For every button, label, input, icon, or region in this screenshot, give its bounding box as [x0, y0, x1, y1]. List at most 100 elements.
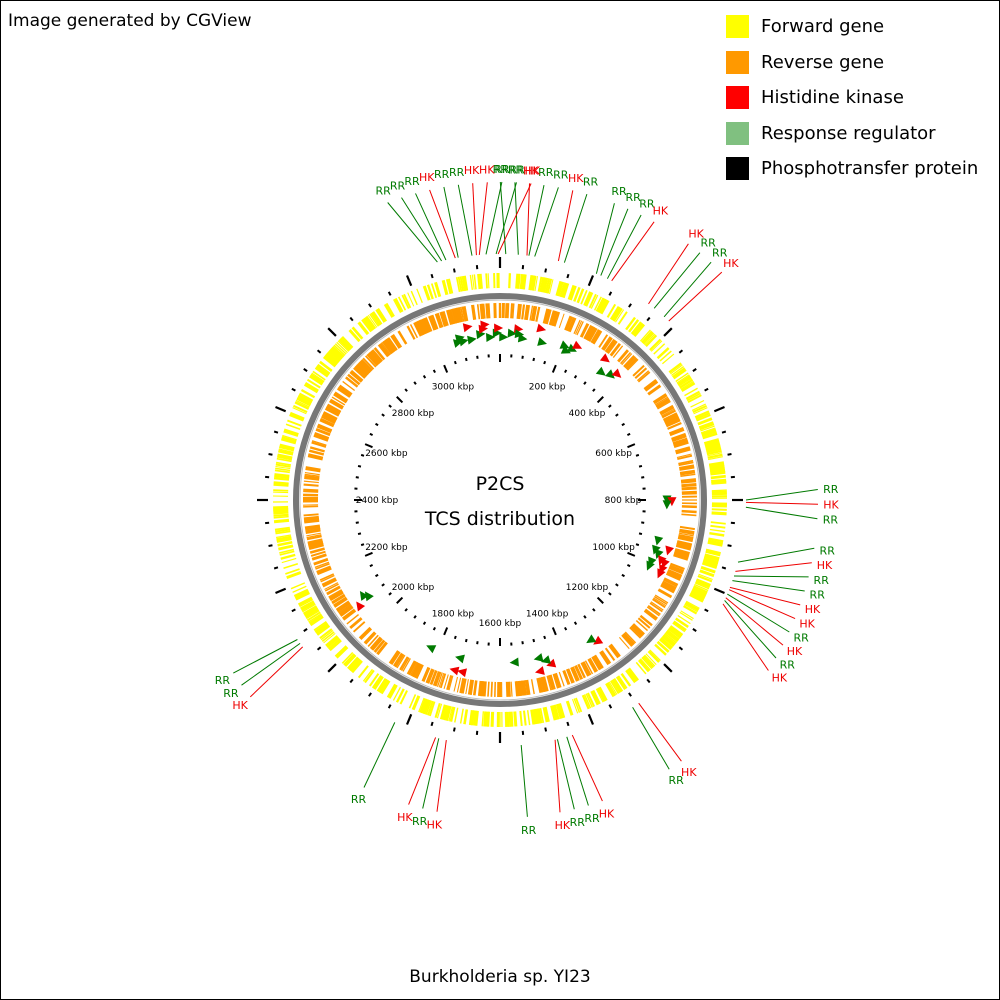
callout-line — [249, 646, 304, 698]
forward-gene-mark — [316, 363, 331, 375]
reverse-gene-mark — [643, 378, 658, 391]
forward-gene-mark — [626, 668, 638, 682]
reverse-gene-mark — [510, 681, 513, 697]
forward-gene-mark — [290, 582, 306, 590]
reverse-gene-mark — [558, 671, 565, 687]
reverse-gene-mark — [352, 621, 366, 633]
forward-gene-mark — [395, 688, 405, 703]
forward-gene-mark — [660, 637, 674, 648]
callout-line — [557, 190, 574, 262]
reverse-gene-mark — [373, 347, 386, 361]
forward-gene-mark — [628, 667, 640, 681]
forward-gene-mark — [613, 308, 623, 322]
callout-line — [722, 603, 769, 671]
inner-tick — [443, 627, 449, 636]
forward-gene-mark — [274, 526, 290, 531]
reverse-gene-mark — [516, 303, 520, 319]
legend-item-reverse-gene: Reverse gene — [726, 45, 978, 81]
outer-tick — [628, 303, 632, 308]
forward-gene-mark — [273, 477, 290, 481]
inner-tick — [583, 381, 587, 385]
forward-gene-mark — [459, 276, 465, 292]
forward-gene-mark — [662, 353, 675, 365]
forward-gene-mark — [280, 438, 296, 445]
inner-tick-ring — [354, 354, 646, 646]
forward-gene-mark — [297, 395, 312, 406]
forward-gene-mark — [709, 465, 725, 470]
tick-label: 200 kbp — [529, 382, 566, 392]
forward-gene-mark — [647, 650, 661, 663]
response-regulator-arrow — [517, 333, 528, 343]
callout-line — [611, 221, 655, 282]
reverse-gene-mark — [303, 483, 319, 487]
inner-tick — [532, 357, 536, 362]
outer-tick — [275, 405, 287, 413]
inner-tick — [404, 388, 408, 392]
forward-gene-mark — [357, 665, 369, 679]
reverse-gene-mark — [607, 341, 618, 355]
reverse-gene-mark — [644, 380, 659, 392]
reverse-gene-mark — [678, 534, 694, 539]
reverse-gene-mark — [422, 318, 430, 333]
outer-tick — [544, 268, 548, 273]
reverse-gene-mark — [461, 678, 467, 694]
reverse-gene-mark — [473, 680, 478, 696]
reverse-gene-mark — [511, 303, 515, 319]
reverse-gene-mark — [306, 534, 322, 539]
histidine-kinase-arrow — [611, 368, 622, 378]
inner-tick — [432, 369, 436, 374]
forward-gene-mark — [323, 633, 336, 644]
reverse-gene-mark — [387, 337, 398, 351]
forward-gene-mark — [327, 350, 341, 362]
forward-gene-mark — [667, 628, 681, 639]
inner-tick — [592, 388, 596, 392]
forward-gene-mark — [461, 275, 467, 292]
rr-label: RR — [553, 169, 569, 182]
reverse-gene-mark — [663, 413, 679, 424]
reverse-gene-mark — [678, 535, 694, 541]
reverse-gene-mark — [314, 561, 330, 569]
rr-label: RR — [793, 631, 809, 644]
tick-label: 2400 kbp — [356, 496, 399, 506]
reverse-gene-mark — [623, 354, 636, 368]
reverse-gene-mark — [415, 320, 425, 336]
forward-gene-mark — [617, 675, 628, 689]
forward-gene-mark — [478, 273, 483, 289]
reverse-gene-mark — [337, 602, 351, 613]
forward-gene-mark — [363, 316, 375, 331]
forward-gene-mark — [544, 278, 551, 294]
forward-gene-mark — [364, 669, 375, 684]
forward-gene-mark — [326, 351, 340, 364]
forward-gene-mark — [273, 489, 289, 492]
forward-gene-mark — [319, 360, 333, 372]
reverse-gene-mark — [409, 324, 419, 339]
inner-tick — [608, 404, 612, 408]
inner-tick — [543, 635, 547, 640]
histidine-kinase-arrow — [572, 340, 583, 349]
reverse-gene-mark — [400, 657, 410, 671]
forward-gene-mark — [336, 341, 348, 354]
forward-gene-mark — [701, 431, 717, 437]
reverse-gene-mark — [364, 355, 377, 368]
reverse-gene-mark — [668, 567, 683, 575]
forward-gene-mark — [428, 701, 436, 717]
forward-gene-mark — [642, 331, 655, 345]
reverse-gene-mark — [637, 371, 651, 383]
inner-tick — [374, 573, 379, 578]
reverse-gene-mark — [305, 466, 321, 472]
organism-caption: Burkholderia sp. YI23 — [409, 967, 591, 987]
reverse-gene-mark — [331, 396, 346, 406]
reverse-gene-mark — [661, 408, 675, 417]
forward-gene-mark — [665, 631, 679, 643]
reverse-gene-mark — [487, 681, 490, 697]
reverse-gene-mark — [459, 306, 465, 322]
forward-gene-mark — [670, 364, 683, 375]
forward-gene-mark — [487, 273, 490, 289]
reverse-gene-mark — [672, 437, 688, 446]
callout-line — [241, 642, 301, 686]
forward-gene-mark — [326, 636, 340, 649]
reverse-gene-mark — [376, 641, 388, 656]
reverse-gene-mark — [425, 668, 433, 683]
reverse-gene-mark — [539, 677, 546, 693]
forward-gene-mark — [329, 348, 343, 361]
